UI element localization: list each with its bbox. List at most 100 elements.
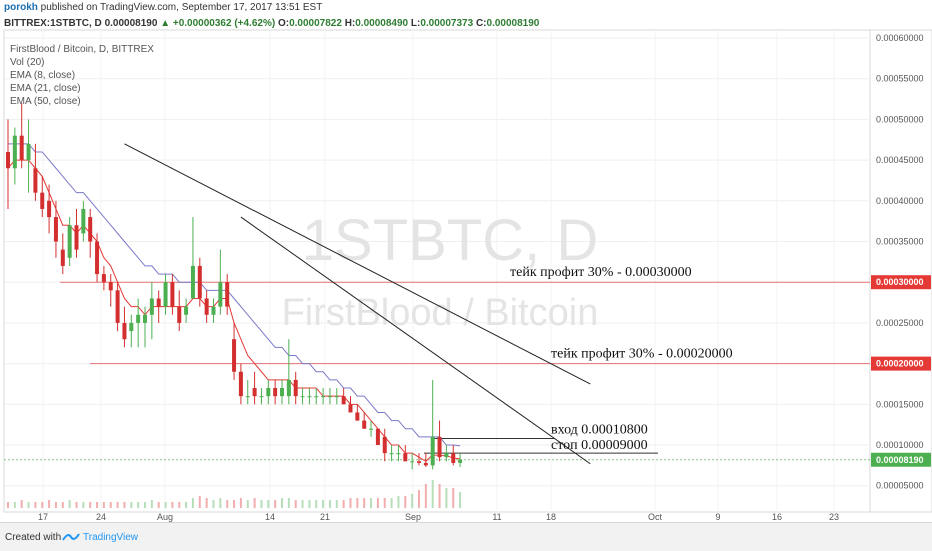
volume-bar xyxy=(171,502,174,508)
price-labels: 0.00030000 0.00020000 0.00008190 xyxy=(871,275,931,467)
author-link[interactable]: porokh xyxy=(4,2,38,13)
volume-bar xyxy=(418,490,420,508)
volume-bar xyxy=(301,500,304,508)
volume-bar xyxy=(164,502,167,508)
candle-body xyxy=(437,436,442,458)
low-value: 0.00007373 xyxy=(420,18,474,29)
volume-bar xyxy=(185,502,188,508)
volume-bar xyxy=(157,502,160,508)
created-with-text: Created with xyxy=(5,532,62,543)
candle-body xyxy=(53,217,58,242)
candle-body xyxy=(197,265,202,299)
volume-bar xyxy=(411,494,414,508)
x-tick-label: 14 xyxy=(265,512,275,522)
candle-body xyxy=(362,420,367,429)
volume-bar xyxy=(13,502,16,508)
candle-body xyxy=(410,461,415,463)
candle-body xyxy=(348,404,353,413)
annotation-text: вход 0.00010800 xyxy=(551,423,648,438)
volume-bar xyxy=(54,502,57,508)
volume-bar xyxy=(34,502,37,508)
candle-body xyxy=(67,225,72,258)
volume-bar xyxy=(61,502,64,508)
y-tick-label: 0.00060000 xyxy=(876,33,924,43)
volume-bar xyxy=(246,500,249,508)
candle-body xyxy=(238,371,243,397)
x-tick-label: 21 xyxy=(320,512,330,522)
volume-bar xyxy=(41,502,44,508)
volume-bar xyxy=(253,498,256,508)
volume-bar xyxy=(397,496,400,508)
x-tick-label: 23 xyxy=(829,512,839,522)
candle-body xyxy=(341,396,346,405)
candle-body xyxy=(218,282,223,307)
volume-bar xyxy=(404,496,407,508)
candle-body xyxy=(40,192,45,209)
candle-body xyxy=(334,396,339,398)
volume-bar xyxy=(102,502,105,508)
volume-bar xyxy=(137,502,140,508)
legend-item: EMA (8, close) xyxy=(10,70,75,81)
price-change: ▲ +0.00000362 (+4.62%) xyxy=(160,18,276,29)
candles xyxy=(6,103,463,470)
legend-item: Vol (20) xyxy=(10,57,44,68)
candle-body xyxy=(170,282,175,307)
candle-body xyxy=(389,453,394,455)
symbol-label: BITTREX:1STBTC, D xyxy=(4,18,102,29)
candle-body xyxy=(6,151,10,169)
annotation-text: тейк профит 30% - 0.00020000 xyxy=(551,347,733,362)
candle-body xyxy=(136,314,141,323)
watermark-name: FirstBlood / Bitcoin xyxy=(282,292,599,334)
volume-bar xyxy=(315,500,318,508)
candle-body xyxy=(33,168,38,193)
volume-bar xyxy=(178,502,181,508)
candle-body xyxy=(307,396,312,398)
volume-bar xyxy=(363,498,366,508)
volume-bar xyxy=(130,502,133,508)
candle-body xyxy=(280,388,284,397)
volume-bar xyxy=(96,502,99,508)
legend-item: EMA (50, close) xyxy=(10,96,81,107)
volume-bar xyxy=(198,496,201,508)
x-tick-label: 11 xyxy=(492,512,501,522)
candle-body xyxy=(382,436,387,454)
candle-body xyxy=(245,396,250,398)
tradingview-brand[interactable]: TradingView xyxy=(83,532,139,543)
volume-bar xyxy=(123,502,126,508)
volume-bar xyxy=(308,500,311,508)
price-label-bg xyxy=(871,275,931,290)
volume-bar xyxy=(82,502,85,508)
indicator-legend: FirstBlood / Bitcoin, D, BITTREX Vol (20)… xyxy=(10,44,154,107)
volume-bar xyxy=(390,498,393,508)
candle-body xyxy=(403,453,408,462)
ohlc-line: BITTREX:1STBTC, D 0.00008190 ▲ +0.000003… xyxy=(4,18,540,29)
trendlines xyxy=(124,143,591,465)
open-value: 0.00007822 xyxy=(289,18,342,29)
candle-body xyxy=(321,396,326,398)
volume-bar xyxy=(48,500,51,508)
candle-body xyxy=(12,135,17,169)
candle-body xyxy=(300,396,305,398)
candle-body xyxy=(259,396,264,398)
y-tick-label: 0.00010000 xyxy=(876,440,924,450)
candle-body xyxy=(252,388,257,397)
legend-item: EMA (21, close) xyxy=(10,83,81,94)
candle-body xyxy=(355,412,360,421)
watermark-symbol: 1STBTC, D xyxy=(302,208,599,273)
candle-body xyxy=(417,461,421,463)
candle-body xyxy=(396,453,401,455)
y-tick-label: 0.00040000 xyxy=(876,196,924,206)
x-tick-label: Oct xyxy=(648,512,663,522)
candle-body xyxy=(149,298,154,315)
high-value: 0.00008490 xyxy=(355,18,409,29)
plot-area[interactable] xyxy=(3,29,871,513)
volume-bar xyxy=(150,500,153,508)
candle-body xyxy=(458,459,463,463)
price-chart[interactable]: 1STBTC, D FirstBlood / Bitcoin FirstBloo… xyxy=(0,20,932,522)
legend-item: FirstBlood / Bitcoin, D, BITTREX xyxy=(10,44,154,55)
candle-body xyxy=(74,225,79,250)
candle-body xyxy=(225,282,230,307)
price-axis[interactable] xyxy=(869,29,932,513)
annotation-text: стоп 0.00009000 xyxy=(551,438,648,453)
footer: Created with TradingView xyxy=(0,522,932,551)
